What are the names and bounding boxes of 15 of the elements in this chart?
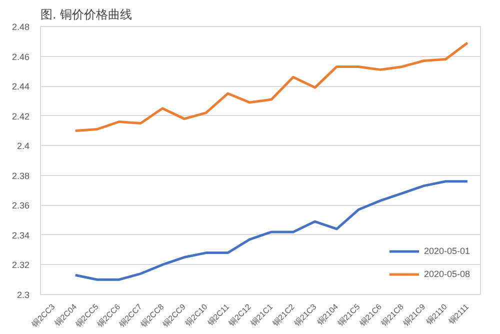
y-tick-label: 2.4 <box>16 141 30 152</box>
y-tick-label: 2.32 <box>12 260 30 270</box>
chart-title: 图. 铜价价格曲线 <box>40 8 132 22</box>
y-tick-label: 2.46 <box>12 52 30 62</box>
y-tick-label: 2.44 <box>12 82 30 92</box>
legend-label: 2020-05-01 <box>424 246 470 256</box>
y-tick-label: 2.34 <box>12 230 30 240</box>
y-tick-label: 2.42 <box>12 111 30 122</box>
line-series <box>74 42 469 132</box>
y-tick-label: 2.3 <box>16 290 30 300</box>
y-tick-label: 2.38 <box>12 170 30 181</box>
y-tick-label: 2.36 <box>12 200 30 211</box>
y-tick-label: 2.48 <box>12 22 30 32</box>
line-series <box>74 180 469 281</box>
legend-label: 2020-05-08 <box>424 269 470 279</box>
